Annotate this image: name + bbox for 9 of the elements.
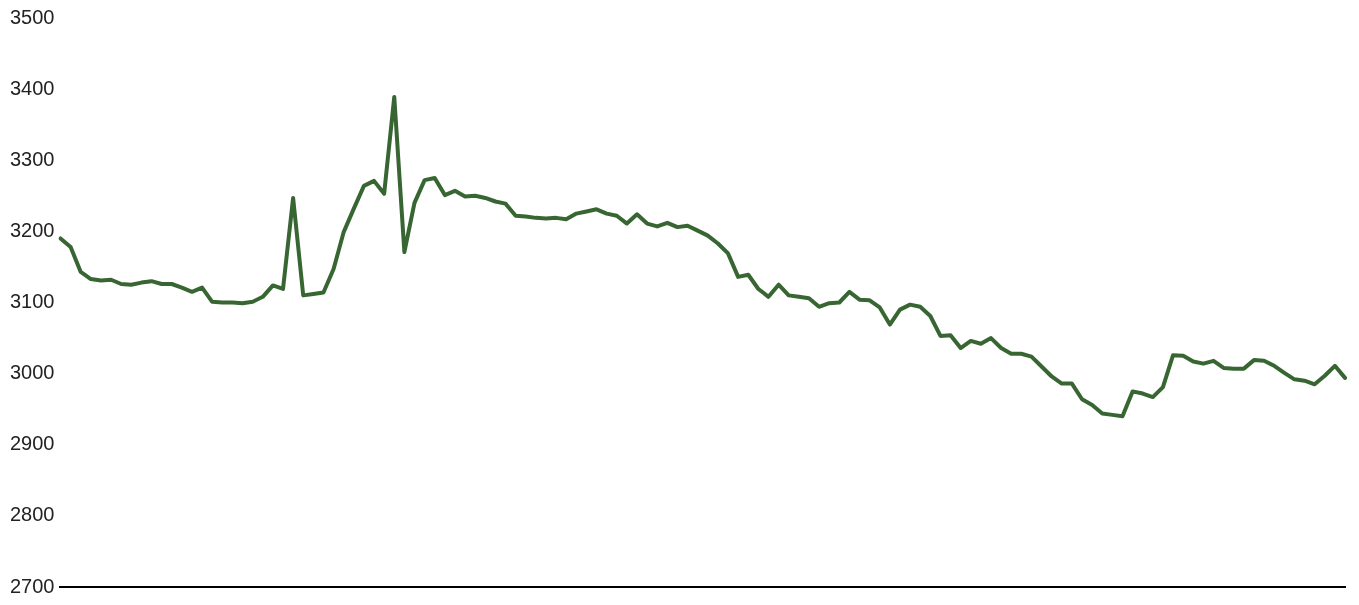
- y-tick-label: 3200: [9, 218, 55, 241]
- y-tick-label: 3000: [9, 361, 55, 384]
- y-tick-label: 2900: [9, 432, 55, 455]
- y-tick-label: 2800: [9, 503, 55, 526]
- y-tick-label: 2700: [9, 574, 55, 597]
- y-tick-label: 3500: [9, 5, 55, 28]
- y-tick-label: 3300: [9, 147, 55, 170]
- y-tick-label: 3400: [9, 76, 55, 99]
- y-tick-label: 3100: [9, 290, 55, 313]
